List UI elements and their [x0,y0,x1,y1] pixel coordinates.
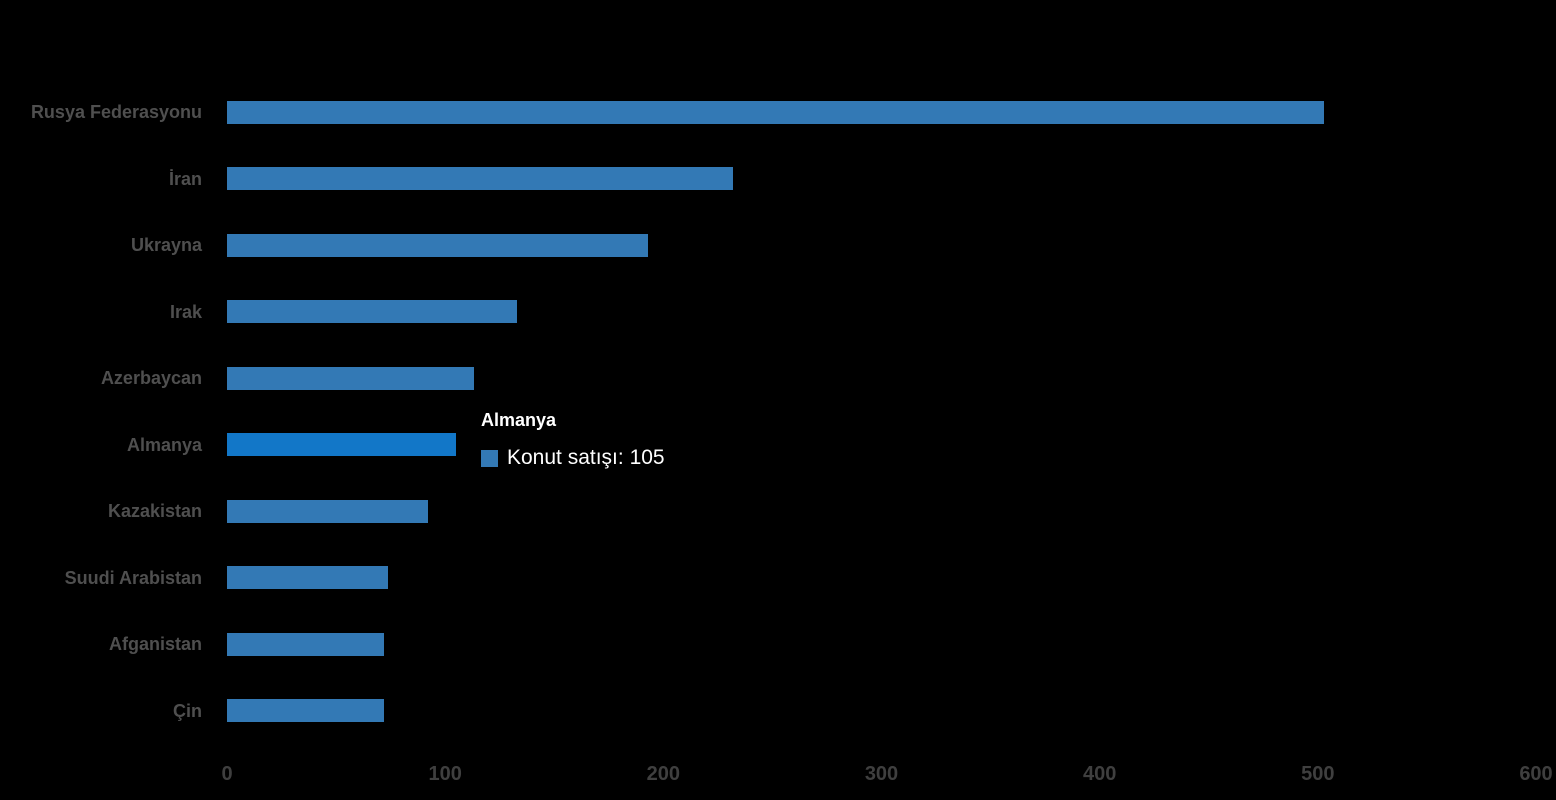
category-label: Kazakistan [107,501,202,521]
bar-azerbaycan[interactable] [227,366,474,390]
bar-almanya[interactable] [227,433,456,456]
category-label: Çin [173,700,202,721]
x-axis-tick-label: 400 [1082,763,1117,785]
series-color-square-icon [481,449,498,467]
bar-kazakistan[interactable] [227,499,428,523]
bar-çin[interactable] [227,699,384,722]
category-label: Azerbaycan [100,368,202,388]
bar-irak[interactable] [227,300,517,323]
tooltip: Almanya Konut satışı: 105 [481,408,665,470]
x-axis-tick-label: 300 [864,763,899,785]
tooltip-title: Almanya [481,410,557,430]
category-label: Ukrayna [130,235,202,255]
bar-afganistan[interactable] [227,632,384,656]
bar-rusya-federasyonu[interactable] [227,100,1324,124]
category-label: Afganistan [108,634,202,654]
category-label: Irak [169,301,202,322]
x-axis-tick-label: 0 [221,763,233,785]
bar-i̇ran[interactable] [227,167,733,190]
x-axis-tick-label: 500 [1301,763,1335,785]
x-axis-tick-label: 100 [428,763,462,785]
category-label: Almanya [126,434,202,455]
tooltip-series-line: Konut satışı: 105 [481,446,665,470]
tooltip-series-value: Konut satışı: 105 [507,446,665,469]
x-axis-tick-label: 600 [1519,763,1553,785]
category-label: İran [168,168,202,189]
bar-ukrayna[interactable] [227,233,648,257]
x-axis-tick-label: 200 [646,763,681,785]
category-label: Rusya Federasyonu [30,102,202,122]
category-label: Suudi Arabistan [64,567,202,588]
bar-suudi-arabistan[interactable] [227,566,388,589]
